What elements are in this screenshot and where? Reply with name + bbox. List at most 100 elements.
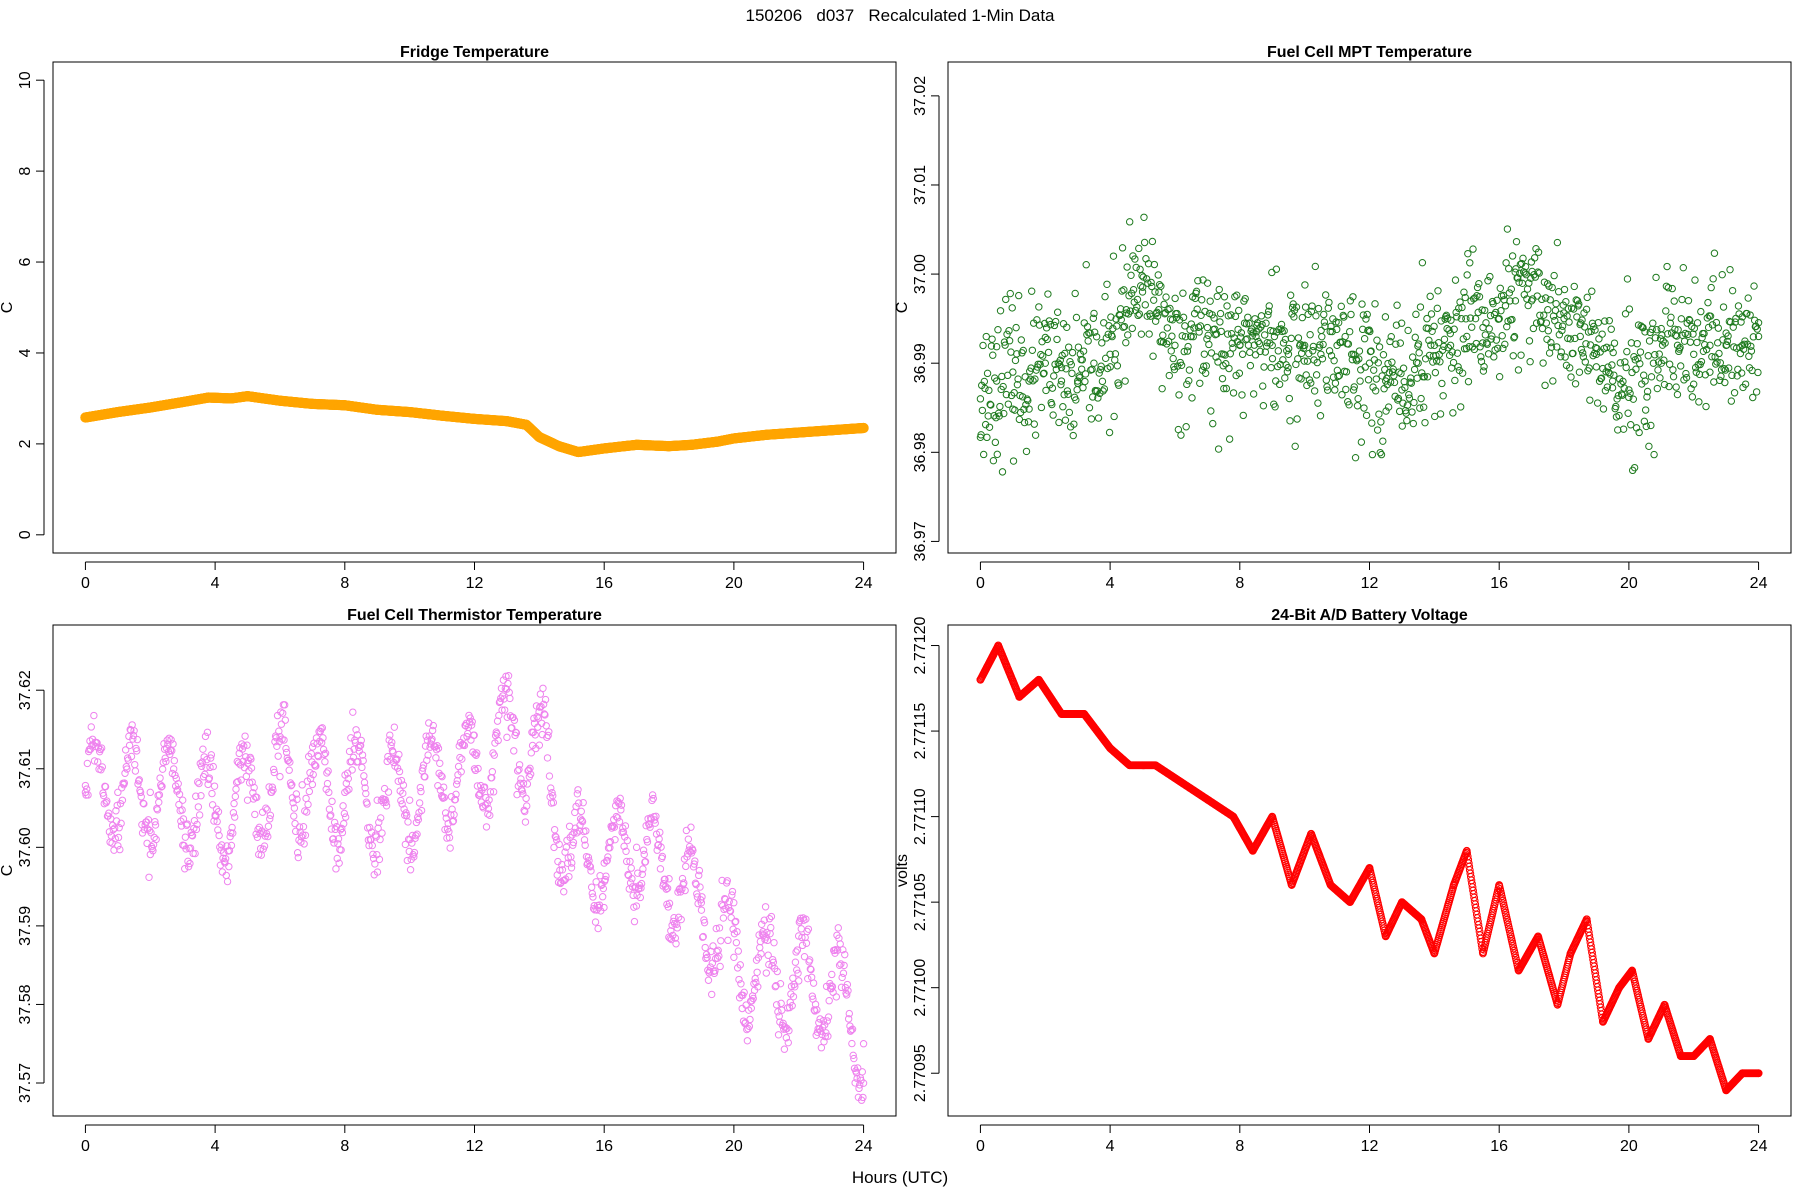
thermistor-data-point [325, 805, 334, 813]
thermistor-x-tick-label: 16 [595, 1138, 613, 1155]
mpt-data-point [1482, 319, 1490, 327]
mpt-data-point [1539, 359, 1547, 367]
thermistor-data-point [181, 833, 190, 841]
mpt-data-point [1680, 337, 1689, 345]
mpt-data-point [1381, 313, 1390, 321]
mpt-data-point [1044, 290, 1052, 298]
thermistor-data-point [824, 1013, 833, 1021]
fridge-x-tick-label: 16 [595, 575, 613, 592]
thermistor-data-point [294, 853, 302, 862]
thermistor-data-point [762, 969, 771, 977]
thermistor-data-point [291, 819, 299, 828]
mpt-data-point [1027, 287, 1036, 295]
mpt-data-point [1015, 291, 1023, 300]
thermistor-data-point [577, 807, 585, 816]
mpt-data-point [1128, 324, 1136, 333]
mpt-data-point [1291, 442, 1299, 451]
mpt-data-point [1012, 323, 1020, 332]
mpt-data-point [1321, 291, 1330, 299]
mpt-data-point [1468, 323, 1476, 331]
mpt-data-point [1523, 285, 1532, 293]
mpt-data-point [1140, 238, 1149, 247]
mpt-data-point [1360, 335, 1369, 343]
mpt-data-point [1654, 366, 1662, 374]
mpt-data-point [1136, 265, 1144, 274]
mpt-data-point [1135, 310, 1144, 318]
mpt-data-point [1454, 363, 1462, 371]
mpt-data-point [1451, 276, 1460, 284]
mpt-data-point [1605, 316, 1614, 325]
mpt-data-point [1679, 263, 1687, 272]
mpt-data-point [1623, 275, 1632, 283]
mpt-data-point [1244, 313, 1252, 321]
thermistor-data-point [767, 923, 775, 932]
mpt-data-point [1730, 389, 1739, 397]
thermistor-data-point [203, 728, 212, 737]
mpt-data-point [1583, 293, 1591, 302]
thermistor-data-point [291, 827, 300, 836]
thermistor-data-point [682, 826, 691, 835]
thermistor-data-point [321, 758, 329, 766]
mpt-data-point [1512, 237, 1521, 246]
thermistor-data-point [687, 823, 695, 831]
thermistor-data-point [780, 1045, 789, 1053]
thermistor-y-tick-label: 37.57 [17, 1063, 34, 1103]
thermistor-data-point [181, 865, 189, 873]
mpt-data-point [1503, 225, 1512, 233]
thermistor-data-point [83, 759, 92, 768]
mpt-data-point [1301, 281, 1309, 289]
mpt-data-point [1238, 391, 1246, 399]
thermistor-data-point [804, 974, 812, 983]
thermistor-data-point [774, 1008, 782, 1016]
mpt-data-point [1647, 421, 1655, 430]
mpt-data-point [1196, 322, 1205, 330]
thermistor-data-point [523, 780, 532, 788]
mpt-data-point [1257, 312, 1266, 320]
mpt-data-point [1507, 285, 1516, 293]
mpt-data-point [1118, 244, 1127, 252]
mpt-data-point [1625, 305, 1634, 313]
mpt-data-point [1006, 289, 1014, 298]
mpt-data-point [1498, 332, 1506, 340]
thermistor-y-tick-label: 37.61 [17, 749, 34, 789]
mpt-data-point [1431, 368, 1440, 377]
mpt-data-point [1200, 350, 1209, 358]
mpt-data-point [1357, 438, 1366, 446]
fridge-title: Fridge Temperature [400, 44, 549, 61]
mpt-data-point [991, 438, 1000, 447]
mpt-data-point [1623, 347, 1631, 356]
mpt-data-point [1377, 418, 1385, 426]
battery-y-tick-label: 2.77105 [912, 873, 929, 931]
thermistor-data-point [404, 818, 412, 826]
mpt-data-point [1412, 310, 1420, 319]
mpt-data-point [1053, 335, 1061, 344]
mpt-data-point [1081, 377, 1089, 386]
mpt-data-point [1417, 394, 1425, 403]
mpt-data-point [1259, 382, 1267, 390]
thermistor-data-point [774, 1031, 783, 1039]
thermistor-data-point [732, 938, 741, 947]
mpt-data-point [1358, 300, 1366, 308]
mpt-data-point [1322, 376, 1331, 384]
mpt-data-point [1353, 402, 1362, 410]
thermistor-data-point [231, 792, 240, 801]
mpt-data-point [1179, 289, 1187, 297]
mpt-data-point [1586, 396, 1594, 404]
mpt-data-point [1715, 349, 1723, 358]
thermistor-data-point [550, 825, 559, 834]
mpt-data-point [1505, 264, 1513, 273]
mpt-data-point [1668, 284, 1676, 293]
mpt-data-point [1281, 374, 1289, 382]
mpt-data-point [1140, 213, 1148, 221]
mpt-data-point [1260, 363, 1268, 371]
thermistor-data-point [543, 754, 552, 762]
mpt-data-point [979, 341, 987, 350]
mpt-data-point [1123, 263, 1131, 271]
fridge-y-tick-label: 4 [17, 348, 34, 357]
mpt-data-point [1517, 351, 1525, 359]
mpt-data-point [1008, 304, 1016, 312]
mpt-data-point [1379, 437, 1387, 445]
mpt-data-point [1403, 416, 1411, 425]
mpt-data-point [1205, 340, 1213, 349]
mpt-data-point [1330, 356, 1338, 365]
